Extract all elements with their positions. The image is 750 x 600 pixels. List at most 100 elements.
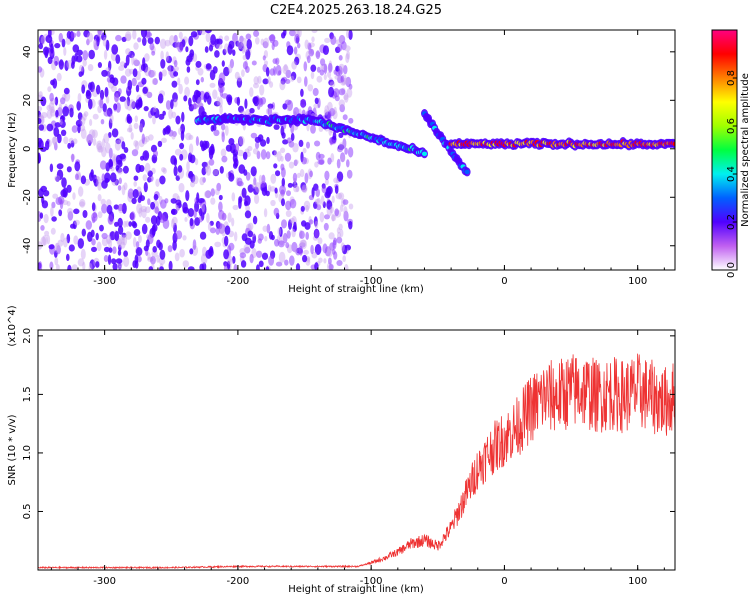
noise-blob (265, 67, 270, 77)
noise-blob (105, 142, 111, 154)
noise-blob (177, 165, 183, 173)
noise-blob (320, 195, 325, 206)
noise-blob (152, 78, 158, 85)
noise-blob (278, 240, 285, 248)
noise-blob (265, 151, 271, 160)
noise-blob (329, 81, 336, 88)
noise-blob (47, 56, 53, 65)
noise-blob (254, 182, 261, 193)
noise-blob (296, 172, 301, 178)
noise-blob (66, 184, 72, 193)
noise-blob (118, 65, 125, 71)
noise-blob (161, 167, 166, 173)
noise-blob (117, 217, 123, 228)
noise-blob (314, 140, 321, 147)
noise-blob (172, 42, 179, 48)
noise-blob (201, 167, 207, 176)
noise-blob (253, 76, 259, 85)
noise-blob (138, 207, 143, 218)
noise-blob (124, 98, 129, 110)
noise-blob (227, 259, 234, 265)
noise-blob (103, 246, 110, 253)
noise-blob (55, 109, 59, 118)
noise-blob (76, 55, 83, 63)
noise-blob (282, 232, 288, 244)
noise-blob (188, 143, 194, 155)
noise-blob (51, 201, 56, 209)
noise-blob (323, 73, 327, 81)
noise-blob (117, 88, 122, 95)
noise-blob (224, 35, 230, 42)
noise-blob (252, 233, 257, 244)
noise-blob (63, 136, 69, 145)
noise-blob (159, 212, 164, 220)
noise-blob (54, 122, 61, 128)
noise-blob (80, 175, 87, 185)
noise-blob (336, 227, 341, 234)
noise-blob (338, 63, 345, 71)
noise-blob (77, 258, 85, 267)
noise-blob (182, 235, 187, 241)
noise-blob (81, 84, 86, 94)
noise-blob (306, 55, 311, 64)
noise-blob (281, 177, 285, 187)
noise-blob (292, 181, 298, 188)
noise-blob (237, 38, 243, 50)
noise-blob (238, 136, 244, 147)
noise-blob (301, 156, 307, 165)
noise-blob (164, 126, 171, 135)
noise-blob (122, 165, 129, 174)
noise-blob (268, 34, 276, 42)
noise-blob (290, 122, 295, 134)
noise-blob (197, 102, 204, 108)
noise-blob (53, 127, 60, 137)
noise-blob (296, 76, 302, 84)
noise-blob (252, 148, 259, 155)
noise-blob (310, 244, 314, 255)
noise-blob (342, 114, 348, 121)
noise-blob (348, 220, 353, 230)
noise-blob (118, 265, 122, 270)
noise-blob (238, 41, 244, 52)
noise-blob (339, 229, 344, 238)
spectrogram-y-tick-label: -40 (22, 238, 33, 254)
noise-blob (46, 234, 51, 245)
noise-blob (336, 171, 344, 182)
noise-blob (115, 138, 122, 145)
noise-blob (91, 202, 96, 212)
noise-blob (193, 208, 197, 219)
noise-blob (79, 201, 85, 207)
noise-blob (154, 206, 159, 215)
noise-blob (346, 159, 350, 168)
noise-blob (112, 246, 117, 254)
noise-blob (69, 107, 74, 118)
noise-blob (133, 122, 139, 130)
noise-blob (71, 61, 75, 69)
noise-blob (221, 155, 228, 163)
noise-blob (245, 49, 251, 60)
noise-blob (277, 227, 282, 236)
noise-blob (50, 108, 56, 117)
noise-blob (290, 75, 295, 82)
snr-y-tick-label: 2.0 (22, 328, 33, 344)
noise-blob (112, 153, 116, 164)
noise-blob (115, 54, 121, 64)
noise-blob (331, 195, 335, 204)
noise-blob (85, 134, 93, 143)
noise-blob (232, 204, 239, 211)
noise-blob (293, 221, 297, 231)
noise-blob (288, 161, 295, 169)
noise-blob (244, 200, 248, 207)
noise-blob (170, 198, 177, 204)
noise-blob (54, 175, 61, 182)
noise-blob (267, 76, 271, 85)
noise-blob (343, 65, 348, 75)
noise-blob (61, 177, 67, 188)
spectrogram-x-tick-label: 100 (628, 276, 647, 287)
noise-blob (274, 239, 280, 247)
noise-blob (186, 66, 191, 73)
noise-blob (175, 230, 183, 240)
noise-blob (348, 117, 354, 124)
noise-blob (63, 47, 67, 56)
noise-blob (323, 63, 328, 75)
